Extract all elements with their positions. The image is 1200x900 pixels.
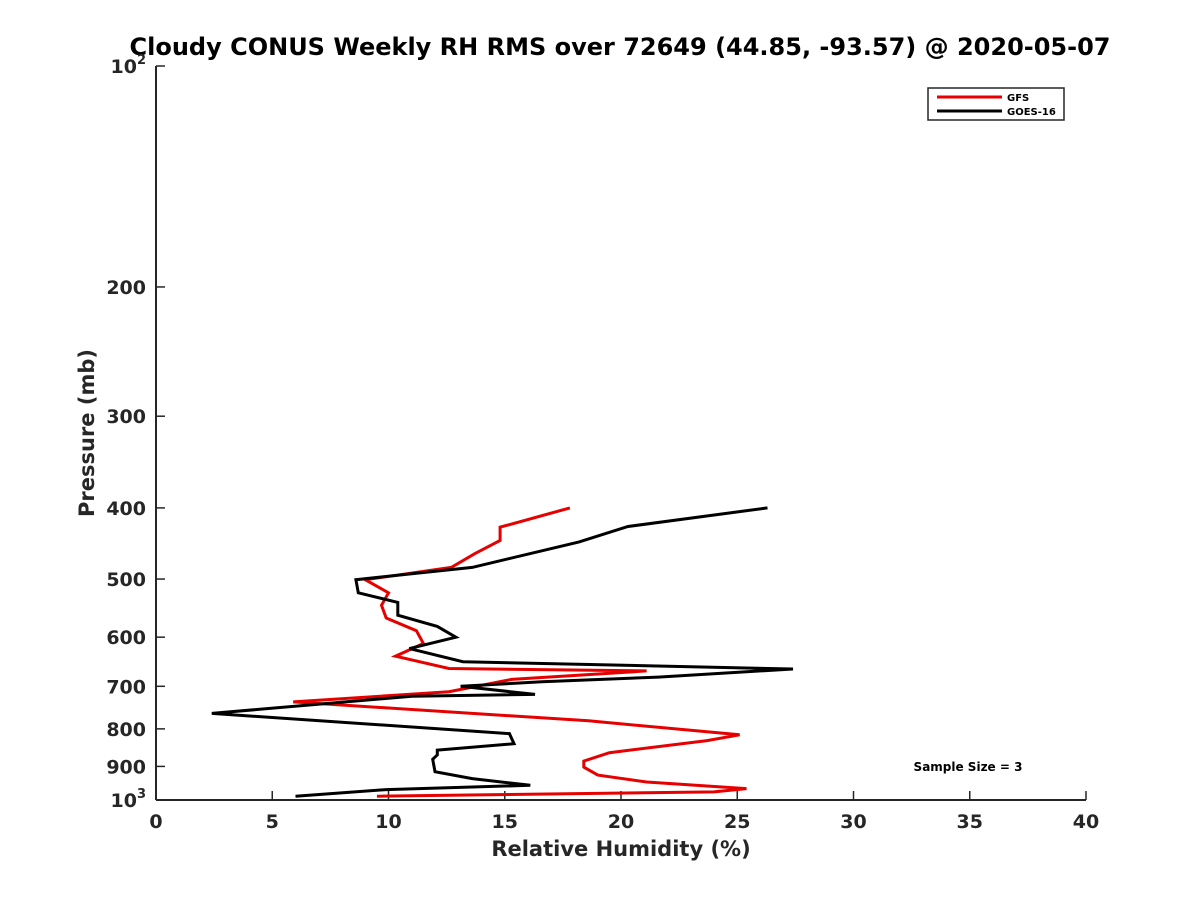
legend-items: GFS GOES-16 [937, 93, 1056, 118]
legend: GFS GOES-16 [927, 87, 1065, 121]
series-layer [211, 506, 794, 798]
x-tick-label: 30 [840, 811, 866, 833]
x-tick-label: 15 [492, 811, 518, 833]
y-tick-label-base: 300 [106, 406, 146, 428]
y-tick-label-base: 800 [106, 719, 146, 741]
y-tick-label: 102 [111, 53, 147, 78]
x-axis-ticks: 0 5 10 15 20 25 30 35 40 [149, 791, 1099, 833]
series-line-goes-16 [211, 506, 794, 798]
x-tick-label: 25 [724, 811, 750, 833]
legend-label-gfs: GFS [1007, 93, 1029, 104]
x-tick-label: 40 [1073, 811, 1099, 833]
y-tick-label-base: 400 [106, 498, 146, 520]
x-axis-label: Relative Humidity (%) [491, 837, 750, 861]
y-tick-label-base: 900 [106, 756, 146, 778]
y-tick-label-exponent: 2 [137, 53, 146, 68]
sample-size-annotation: Sample Size = 3 [914, 760, 1023, 774]
y-tick-label-base: 200 [106, 277, 146, 299]
y-tick-label: 500 [106, 569, 146, 591]
legend-label-goes-16: GOES-16 [1007, 107, 1056, 118]
x-tick-label: 5 [266, 811, 279, 833]
y-tick-label: 700 [106, 676, 146, 698]
y-axis-label: Pressure (mb) [75, 349, 99, 517]
y-tick-label: 300 [106, 406, 146, 428]
y-tick-label-exponent: 3 [137, 787, 146, 802]
y-tick-label-base: 600 [106, 627, 146, 649]
x-tick-label: 20 [608, 811, 634, 833]
y-tick-label: 900 [106, 756, 146, 778]
y-tick-label: 600 [106, 627, 146, 649]
y-tick-label-base: 10 [111, 56, 137, 78]
y-tick-label-base: 700 [106, 676, 146, 698]
x-tick-label: 35 [957, 811, 983, 833]
y-tick-label: 103 [111, 787, 147, 812]
y-tick-label-base: 10 [111, 790, 137, 812]
x-tick-label: 0 [149, 811, 162, 833]
y-tick-label: 800 [106, 719, 146, 741]
chart-title: Cloudy CONUS Weekly RH RMS over 72649 (4… [130, 33, 1111, 61]
y-tick-label: 200 [106, 277, 146, 299]
y-tick-label: 400 [106, 498, 146, 520]
legend-box [927, 87, 1065, 121]
x-tick-label: 10 [375, 811, 401, 833]
y-tick-label-base: 500 [106, 569, 146, 591]
